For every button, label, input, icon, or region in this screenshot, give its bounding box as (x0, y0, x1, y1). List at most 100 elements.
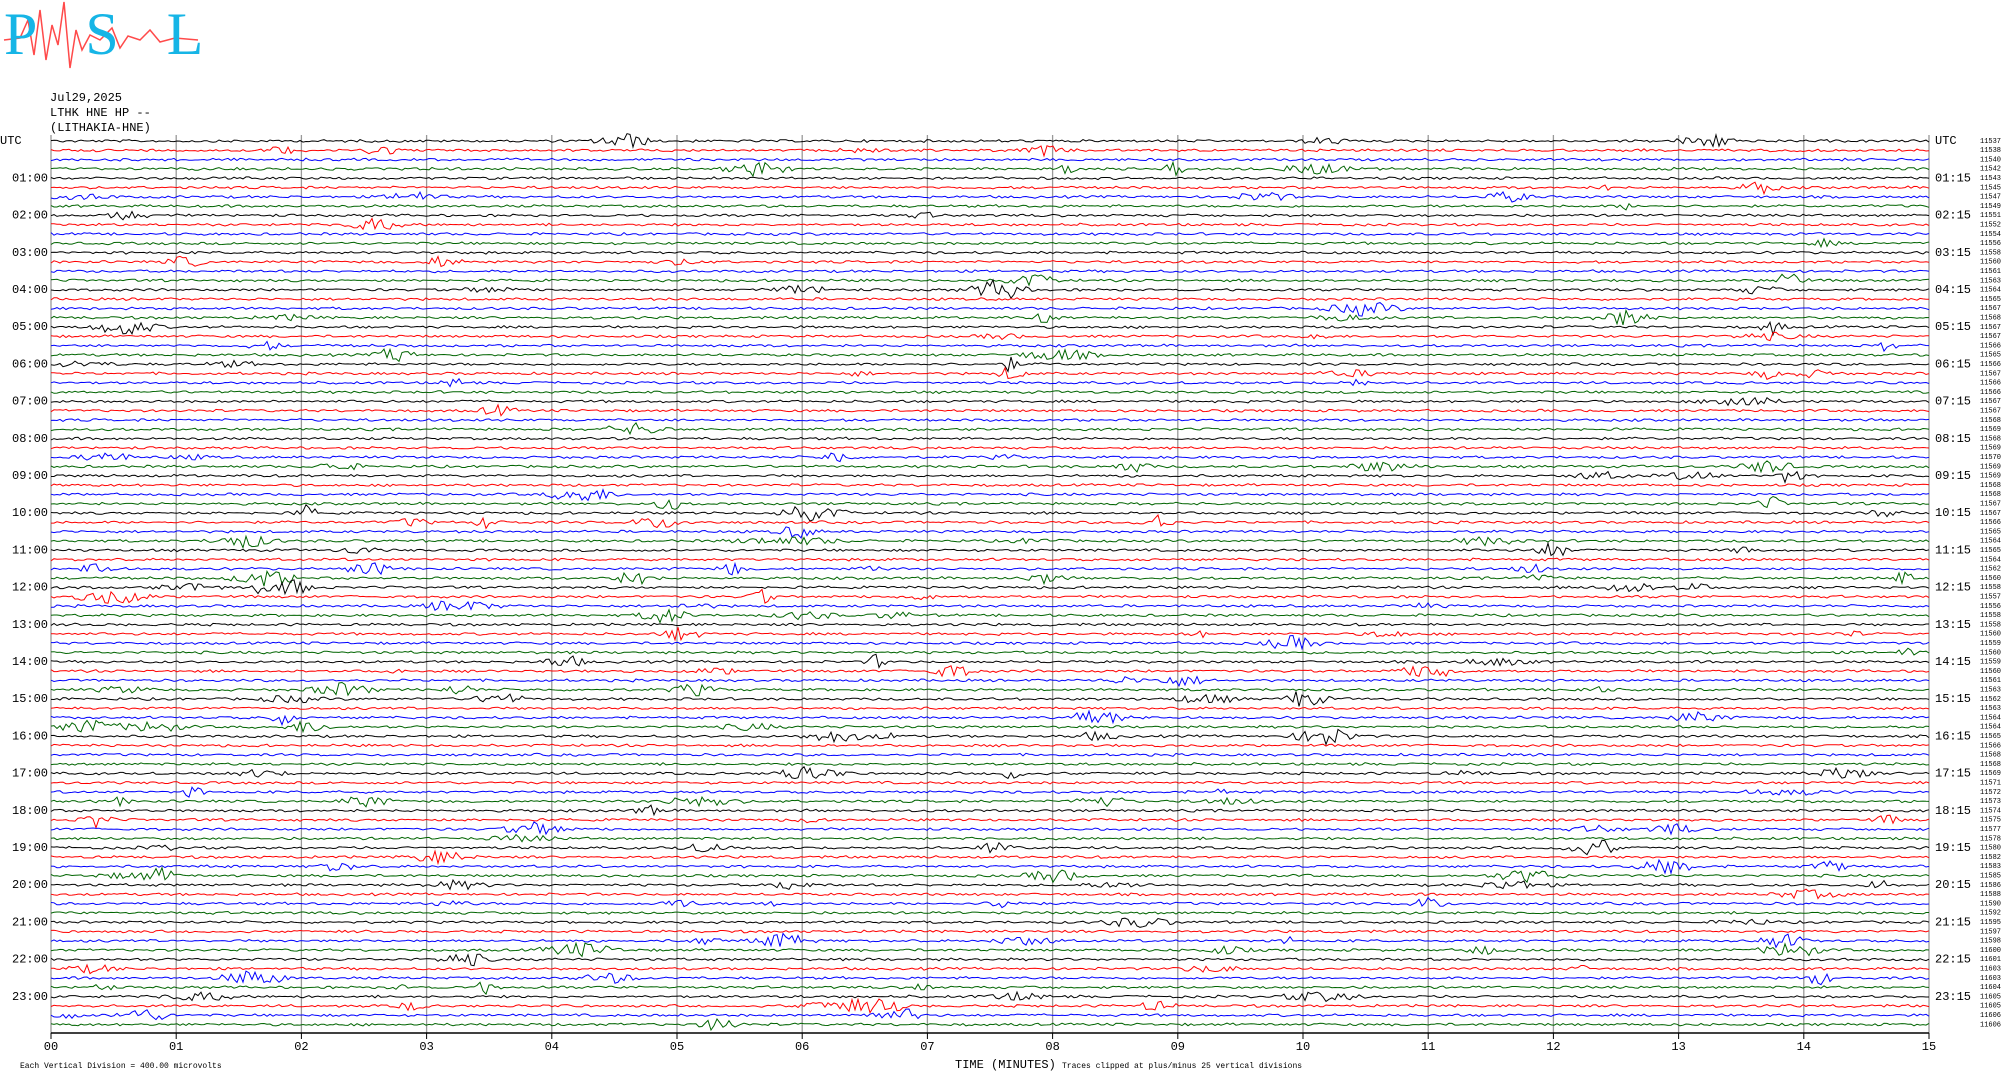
left-hour-label: 14:00 (12, 655, 48, 669)
row-value: 11554 (1980, 231, 2001, 239)
trace (50, 762, 1930, 766)
row-value: 11601 (1980, 956, 2001, 964)
trace (50, 888, 1930, 900)
row-value: 11569 (1980, 463, 2001, 471)
trace (50, 608, 1930, 624)
row-value: 11567 (1980, 510, 2001, 518)
trace (50, 181, 1930, 196)
trace (50, 941, 1930, 958)
trace (50, 273, 1930, 287)
x-tick-label: 05 (670, 1040, 684, 1054)
row-value: 11569 (1980, 473, 2001, 481)
row-value: 11604 (1980, 984, 2001, 992)
trace (50, 526, 1930, 539)
row-value: 11574 (1980, 807, 2001, 815)
trace (50, 858, 1930, 875)
trace (50, 990, 1929, 1003)
row-value: 11560 (1980, 649, 2001, 657)
left-hour-label: 18:00 (12, 804, 48, 818)
trace (50, 561, 1930, 576)
trace (50, 780, 1930, 785)
x-tick-label: 14 (1797, 1040, 1811, 1054)
x-tick-label: 07 (920, 1040, 934, 1054)
trace (50, 231, 1930, 236)
trace (50, 600, 1930, 612)
trace (50, 719, 1930, 734)
right-hour-label: 07:15 (1935, 395, 1971, 409)
trace (50, 981, 1930, 996)
right-hour-label: UTC (1935, 134, 1957, 148)
trace (50, 653, 1930, 669)
clip-note: Traces clipped at plus/minus 25 vertical… (1062, 1062, 1302, 1071)
x-tick-label: 12 (1546, 1040, 1560, 1054)
right-hour-label: 14:15 (1935, 655, 1971, 669)
trace (50, 765, 1930, 780)
row-value: 11566 (1980, 389, 2001, 397)
row-value: 11567 (1980, 333, 2001, 341)
row-value: 11568 (1980, 315, 2001, 323)
row-value: 11564 (1980, 538, 2001, 546)
left-hour-label: 05:00 (12, 320, 48, 334)
trace (50, 202, 1930, 211)
trace (50, 896, 1930, 909)
left-hour-label: 07:00 (12, 395, 48, 409)
row-value: 11603 (1980, 975, 2001, 983)
trace (50, 377, 1930, 388)
left-hour-label: 23:00 (12, 990, 48, 1004)
trace (50, 176, 1930, 181)
left-hour-label: 01:00 (12, 171, 48, 185)
trace (50, 302, 1930, 317)
row-value: 11568 (1980, 417, 2001, 425)
right-hour-label: 23:15 (1935, 990, 1971, 1004)
row-value: 11575 (1980, 817, 2001, 825)
row-value: 11567 (1980, 305, 2001, 313)
row-value: 11562 (1980, 566, 2001, 574)
trace (50, 347, 1930, 363)
row-value: 11566 (1980, 380, 2001, 388)
x-tick-label: 06 (795, 1040, 809, 1054)
trace (50, 786, 1930, 798)
trace (50, 622, 1929, 627)
right-hour-label: 22:15 (1935, 953, 1971, 967)
trace (50, 255, 1930, 268)
trace (50, 331, 1929, 342)
row-value: 11565 (1980, 547, 2001, 555)
row-value: 11583 (1980, 863, 2001, 871)
x-tick-label: 08 (1045, 1040, 1059, 1054)
row-value: 11568 (1980, 491, 2001, 499)
right-hour-label: 19:15 (1935, 841, 1971, 855)
right-hour-label: 04:15 (1935, 283, 1971, 297)
left-hour-label: 08:00 (12, 432, 48, 446)
row-value: 11542 (1980, 166, 2001, 174)
right-hour-label: 18:15 (1935, 804, 1971, 818)
x-axis-title: TIME (MINUTES) (955, 1058, 1056, 1072)
row-value: 11560 (1980, 575, 2001, 583)
trace (50, 752, 1930, 757)
trace (50, 483, 1930, 488)
row-value: 11563 (1980, 705, 2001, 713)
right-hour-label: 12:15 (1935, 581, 1971, 595)
x-tick-label: 09 (1171, 1040, 1185, 1054)
trace (50, 1008, 1930, 1021)
row-value: 11592 (1980, 910, 2001, 918)
site: (LITHAKIA-HNE) (50, 121, 151, 135)
left-hour-label: 20:00 (12, 878, 48, 892)
trace (50, 681, 1930, 697)
row-value: 11564 (1980, 714, 2001, 722)
trace (50, 932, 1930, 949)
x-tick-label: 01 (169, 1040, 183, 1054)
right-hour-label: 13:15 (1935, 618, 1971, 632)
right-hour-label: 15:15 (1935, 692, 1971, 706)
row-value: 11560 (1980, 631, 2001, 639)
trace (50, 588, 1930, 604)
trace (50, 534, 1930, 550)
row-value: 11538 (1980, 147, 2001, 155)
trace (50, 340, 1930, 353)
trace (50, 503, 1930, 522)
right-hour-label: 01:15 (1935, 171, 1971, 185)
row-value: 11606 (1980, 1021, 2001, 1029)
row-value: 11572 (1980, 789, 2001, 797)
trace (50, 953, 1930, 967)
row-value: 11556 (1980, 603, 2001, 611)
trace (50, 866, 1930, 884)
